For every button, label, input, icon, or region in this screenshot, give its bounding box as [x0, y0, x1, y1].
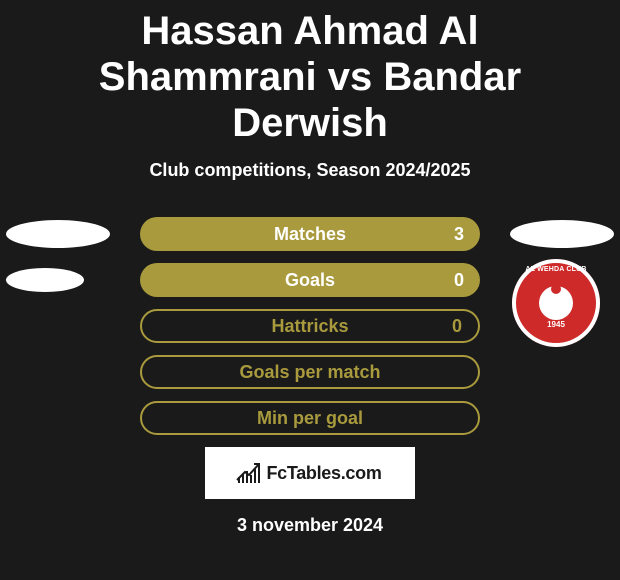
stat-row: Goals 0: [0, 263, 620, 297]
stats-area: Matches 3 Goals 0 Hattricks 0 Goals per match M…: [0, 217, 620, 435]
stat-pill: Goals 0: [140, 263, 480, 297]
stat-label: Goals: [285, 270, 335, 291]
stat-label: Matches: [274, 224, 346, 245]
stat-pill: Hattricks 0: [140, 309, 480, 343]
arrow-icon: [235, 460, 263, 482]
stat-value: 0: [452, 316, 462, 337]
stat-row: Hattricks 0: [0, 309, 620, 343]
stat-pill: Min per goal: [140, 401, 480, 435]
barchart-icon: [238, 463, 260, 483]
stat-row: Matches 3: [0, 217, 620, 251]
stat-label: Min per goal: [257, 408, 363, 429]
stat-pill: Goals per match: [140, 355, 480, 389]
stat-label: Goals per match: [239, 362, 380, 383]
stat-row: Goals per match: [0, 355, 620, 389]
stat-row: Min per goal: [0, 401, 620, 435]
footer-logo-text: FcTables.com: [266, 463, 381, 484]
stat-pill: Matches 3: [140, 217, 480, 251]
stat-label: Hattricks: [271, 316, 348, 337]
stat-value: 0: [454, 270, 464, 291]
date-text: 3 november 2024: [0, 515, 620, 536]
stat-value: 3: [454, 224, 464, 245]
page-title: Hassan Ahmad Al Shammrani vs Bandar Derw…: [0, 0, 620, 146]
footer-logo: FcTables.com: [205, 447, 415, 499]
subtitle: Club competitions, Season 2024/2025: [0, 160, 620, 181]
